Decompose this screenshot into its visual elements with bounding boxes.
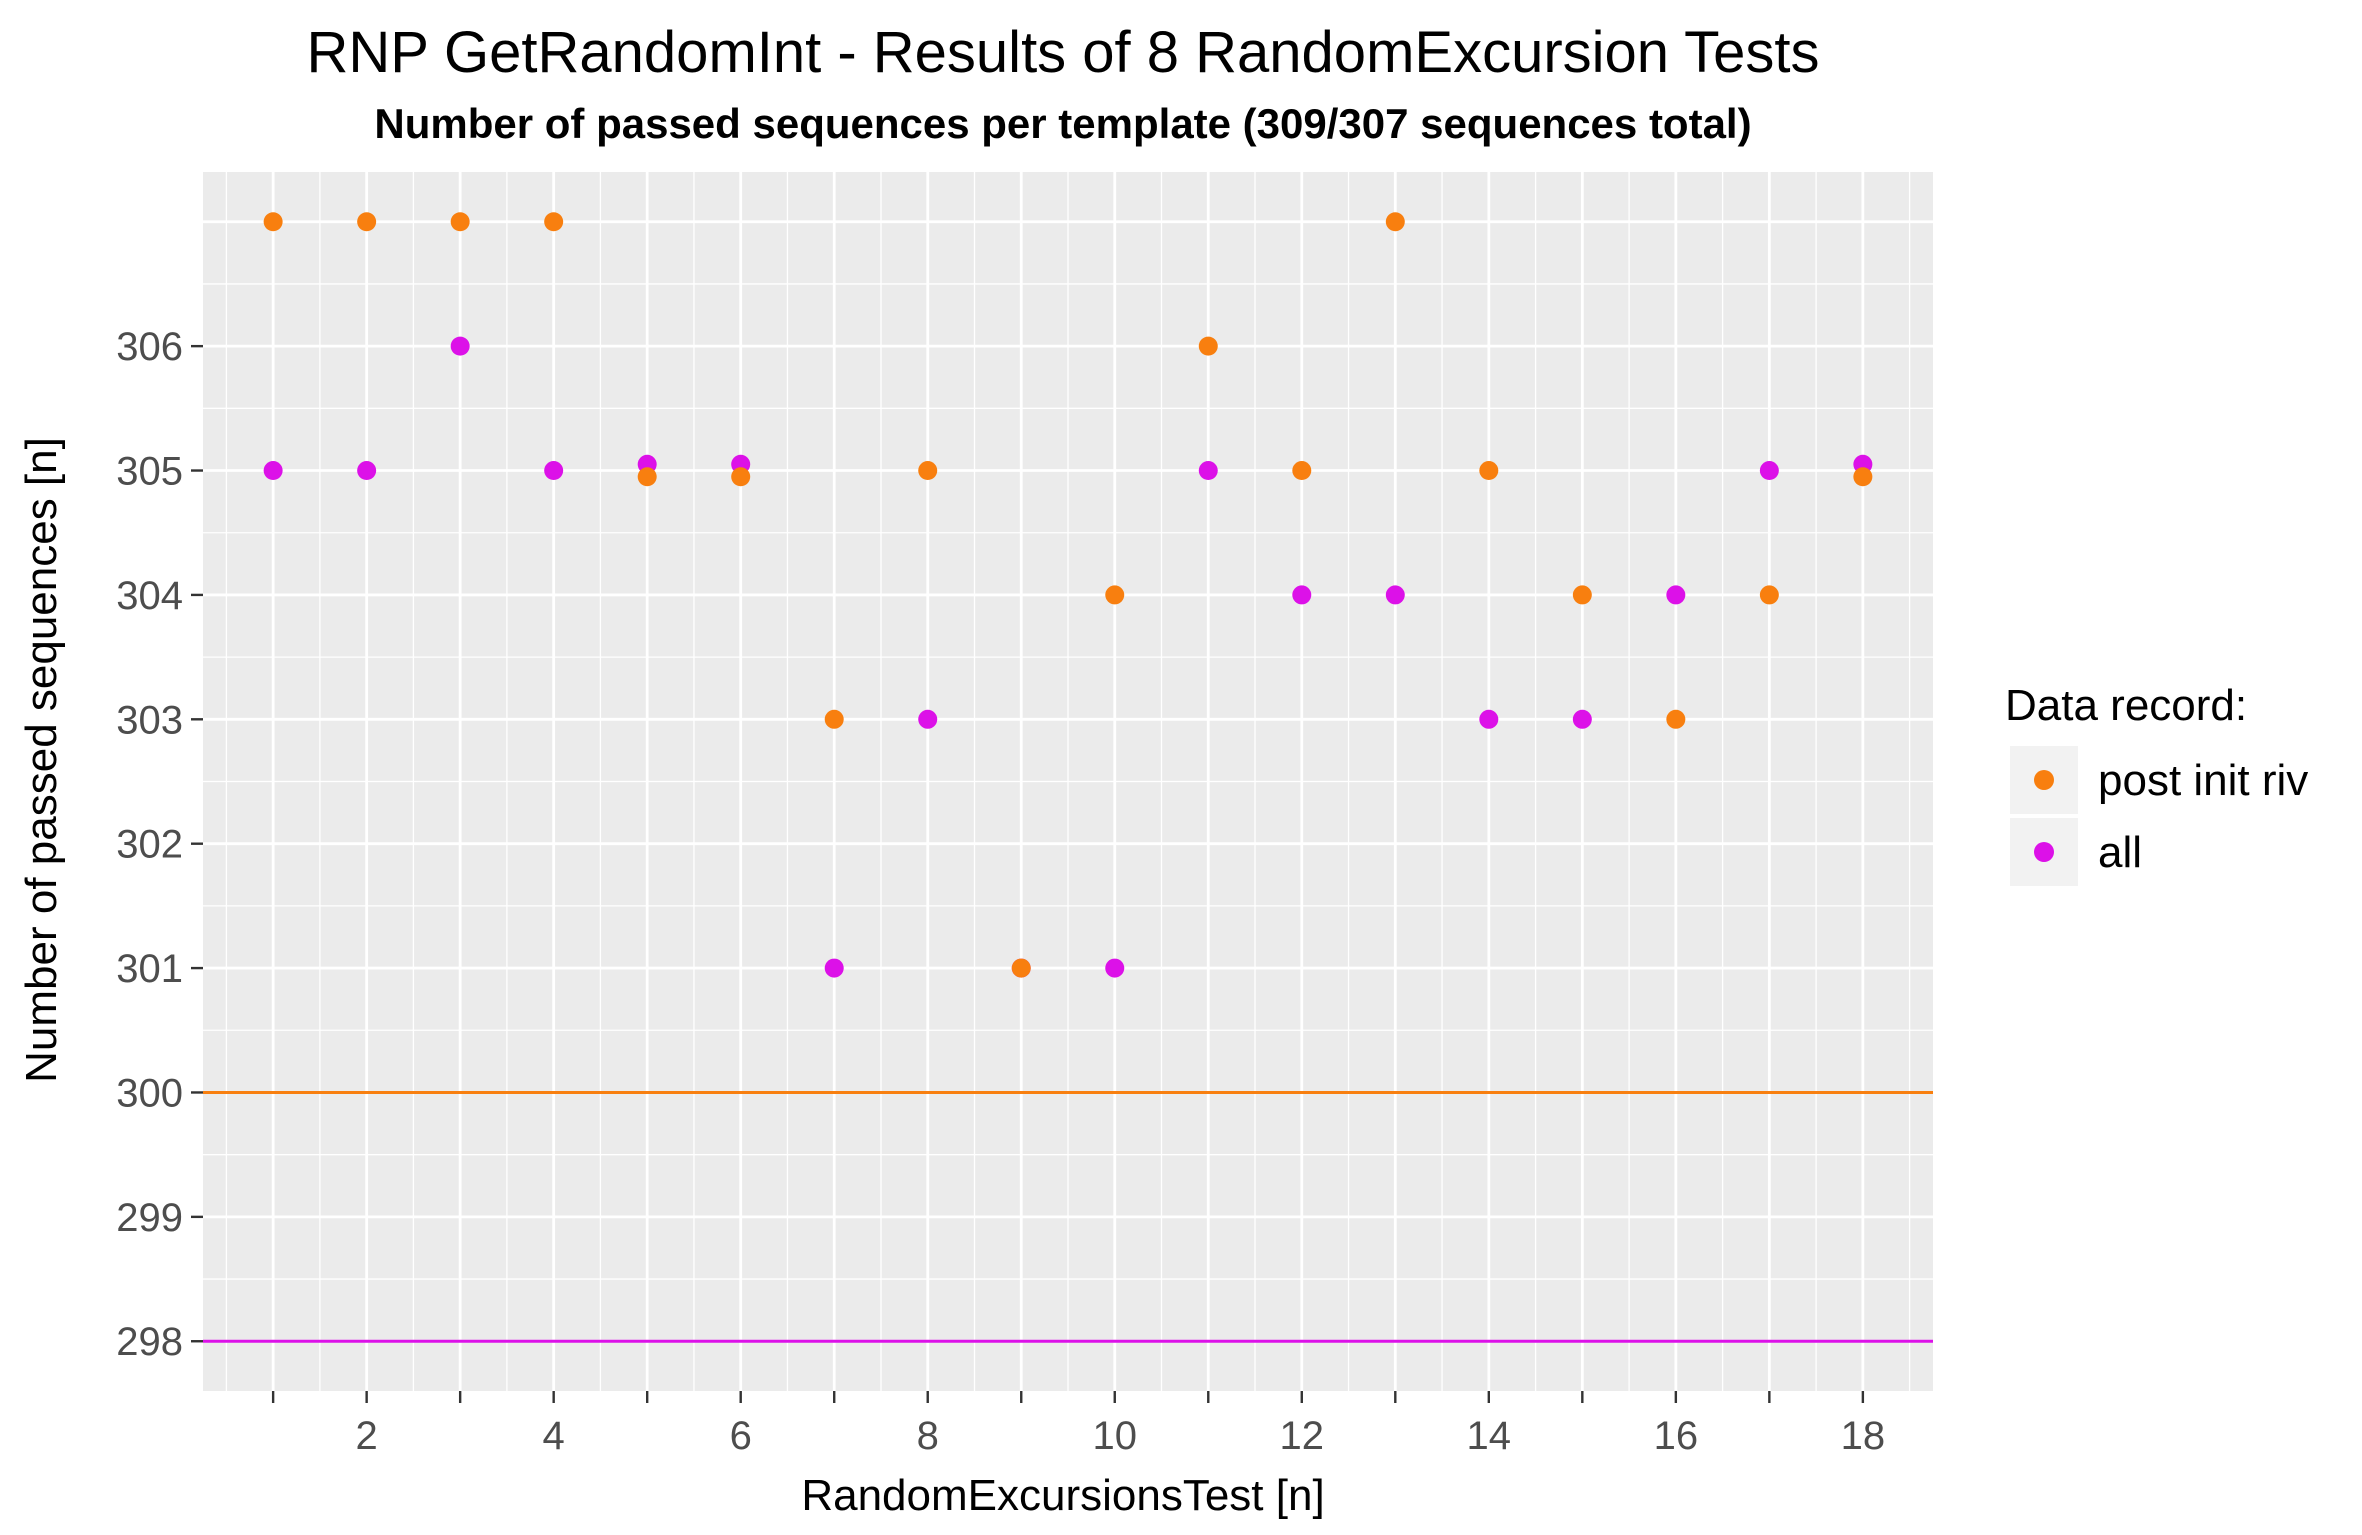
data-point — [544, 461, 564, 481]
data-point — [1198, 336, 1218, 356]
legend: Data record: post init riv all — [2005, 681, 2308, 886]
data-point — [1759, 461, 1779, 481]
data-point — [1572, 709, 1592, 729]
legend-title: Data record: — [2005, 681, 2247, 730]
y-axis-title: Number of passed sequences [n] — [17, 437, 66, 1083]
y-tick-label: 299 — [116, 1196, 183, 1240]
data-point — [1572, 585, 1592, 605]
data-point — [263, 461, 283, 481]
data-point — [1666, 585, 1686, 605]
x-tick-label: 18 — [1841, 1414, 1886, 1458]
data-point — [1759, 585, 1779, 605]
data-point — [918, 461, 938, 481]
y-tick-label: 298 — [116, 1320, 183, 1364]
legend-marker — [2034, 842, 2054, 862]
data-point — [1479, 709, 1499, 729]
data-point — [1292, 585, 1312, 605]
y-tick-label: 302 — [116, 823, 183, 867]
y-tick-label: 305 — [116, 450, 183, 494]
y-tick-label: 304 — [116, 574, 183, 618]
y-tick-label: 306 — [116, 325, 183, 369]
x-axis-title: RandomExcursionsTest [n] — [801, 1471, 1324, 1520]
data-point — [450, 212, 470, 232]
data-point — [824, 709, 844, 729]
data-point — [824, 958, 844, 978]
legend-label: post init riv — [2098, 756, 2308, 805]
data-point — [731, 467, 751, 487]
data-point — [357, 212, 377, 232]
chart-title: RNP GetRandomInt - Results of 8 RandomEx… — [307, 20, 1820, 85]
data-point — [263, 212, 283, 232]
chart-subtitle: Number of passed sequences per template … — [374, 100, 1751, 147]
data-point — [1198, 461, 1218, 481]
x-tick-label: 4 — [543, 1414, 565, 1458]
data-point — [1853, 467, 1873, 487]
data-point — [1105, 585, 1125, 605]
x-tick-label: 2 — [356, 1414, 378, 1458]
legend-marker — [2034, 770, 2054, 790]
data-point — [1292, 461, 1312, 481]
x-tick-label: 12 — [1280, 1414, 1325, 1458]
x-tick-label: 16 — [1654, 1414, 1699, 1458]
x-tick-label: 8 — [917, 1414, 939, 1458]
x-tick-label: 6 — [730, 1414, 752, 1458]
plot-layer: 2 4 6 8 10 12 14 16 18 298 299 300 301 302 303 304 305 30… — [116, 172, 1933, 1458]
data-point — [1385, 212, 1405, 232]
data-point — [450, 336, 470, 356]
data-point — [1385, 585, 1405, 605]
data-point — [1011, 958, 1031, 978]
legend-label: all — [2098, 828, 2142, 877]
data-point — [1479, 461, 1499, 481]
x-tick-label: 10 — [1093, 1414, 1138, 1458]
y-tick-label: 300 — [116, 1071, 183, 1115]
data-point — [637, 467, 657, 487]
x-tick-label: 14 — [1467, 1414, 1512, 1458]
data-point — [544, 212, 564, 232]
data-point — [357, 461, 377, 481]
data-point — [918, 709, 938, 729]
y-tick-label: 303 — [116, 698, 183, 742]
y-tick-label: 301 — [116, 947, 183, 991]
data-point — [1666, 709, 1686, 729]
data-point — [1105, 958, 1125, 978]
